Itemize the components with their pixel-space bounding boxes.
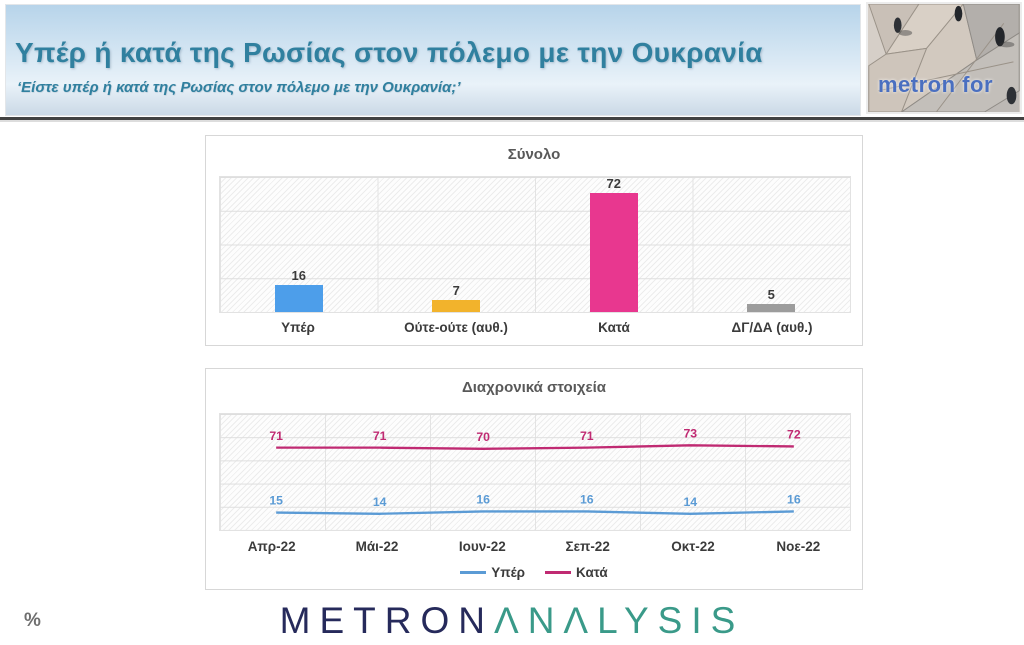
legend-swatch	[460, 571, 487, 574]
point-value-label: 16	[580, 493, 594, 507]
bar-category-label: Ούτε-ούτε (αυθ.)	[404, 320, 508, 335]
bar-value-label: 5	[767, 286, 775, 302]
metron-forum-logo: metron for	[866, 2, 1022, 114]
bar-columns: 16 7 72 5	[220, 177, 850, 312]
metron-analysis-logo: METRONΛNΛLYSIS	[0, 600, 1024, 642]
bar-column: 16	[220, 177, 378, 312]
metron-analysis-logo-analysis: ΛNΛLYSIS	[494, 600, 745, 641]
page-subtitle: ‘Είστε υπέρ ή κατά της Ρωσίας στον πόλεμ…	[17, 79, 461, 96]
bar	[747, 303, 796, 312]
bar-value-label: 72	[606, 176, 621, 191]
metron-forum-logo-text: metron for	[878, 72, 993, 97]
bar-category-label: Κατά	[598, 320, 630, 335]
series-line-Υπέρ	[276, 510, 794, 515]
point-value-label: 71	[269, 429, 283, 443]
bar	[432, 300, 481, 312]
line-chart-x-axis: Απρ-22 Μάι-22 Ιουν-22 Σεπ-22 Οκτ-22 Νοε-22	[219, 539, 851, 554]
line-chart-legend: Υπέρ Κατά	[206, 565, 862, 580]
bar-category-label: ΔΓ/ΔΑ (αυθ.)	[731, 320, 813, 335]
month-label: Μάι-22	[355, 539, 399, 554]
point-value-label: 72	[787, 428, 801, 442]
legend-label: Υπέρ	[491, 565, 526, 580]
bar-chart-panel: Σύνολο 16 7 72 5 Υπέρ Ούτε-ούτε (αυθ.) Κατά ΔΓ…	[205, 135, 863, 346]
header-band: Υπέρ ή κατά της Ρωσίας στον πόλεμο με τη…	[5, 4, 861, 116]
bar-chart-title: Σύνολο	[507, 146, 561, 163]
legend-item-Κατά: Κατά	[545, 565, 608, 580]
plaza-photo-illustration	[868, 4, 1020, 112]
month-label: Νοε-22	[776, 539, 821, 554]
bar	[589, 193, 638, 312]
point-value-label: 16	[476, 493, 490, 507]
bar-column: 7	[378, 177, 536, 312]
page-title: Υπέρ ή κατά της Ρωσίας στον πόλεμο με τη…	[15, 37, 763, 68]
bar-category-label: Υπέρ	[281, 320, 315, 335]
month-label: Ιουν-22	[458, 539, 506, 554]
line-chart-title: Διαχρονικά στοιχεία	[461, 379, 607, 396]
point-value-label: 71	[373, 429, 387, 443]
point-value-label: 16	[787, 493, 801, 507]
point-value-label: 14	[683, 495, 697, 509]
line-chart-plot-area: 15 14 16 16 14 16 71 71 70 71 73 72	[219, 413, 851, 531]
legend-label: Κατά	[576, 565, 608, 580]
point-value-label: 70	[476, 430, 490, 444]
point-value-label: 73	[683, 426, 697, 440]
bar-value-label: 7	[452, 283, 460, 299]
bar-chart-plot-area: 16 7 72 5	[219, 176, 851, 313]
series-line-Κατά	[276, 444, 794, 450]
month-label: Απρ-22	[247, 539, 296, 554]
bar-value-label: 16	[291, 268, 306, 283]
bar-chart-x-axis: Υπέρ Ούτε-ούτε (αυθ.) Κατά ΔΓ/ΔΑ (αυθ.)	[219, 320, 851, 335]
bar-column: 72	[535, 177, 693, 312]
line-chart-panel: Διαχρονικά στοιχεία 15 14 16 16 14 16 71 71 70 71…	[205, 368, 863, 590]
line-chart-svg: 15 14 16 16 14 16 71 71 70 71 73 72	[269, 426, 801, 515]
legend-swatch	[545, 571, 572, 574]
header-divider	[0, 117, 1024, 120]
point-value-label: 15	[269, 494, 283, 508]
point-value-label: 14	[373, 495, 387, 509]
point-value-label: 71	[580, 429, 594, 443]
month-label: Οκτ-22	[671, 539, 715, 554]
month-label: Σεπ-22	[565, 539, 610, 554]
percent-note: %	[24, 610, 41, 631]
bar	[274, 285, 323, 312]
metron-analysis-logo-metron: METRON	[279, 600, 494, 641]
legend-item-Υπέρ: Υπέρ	[460, 565, 525, 580]
bar-column: 5	[693, 177, 851, 312]
